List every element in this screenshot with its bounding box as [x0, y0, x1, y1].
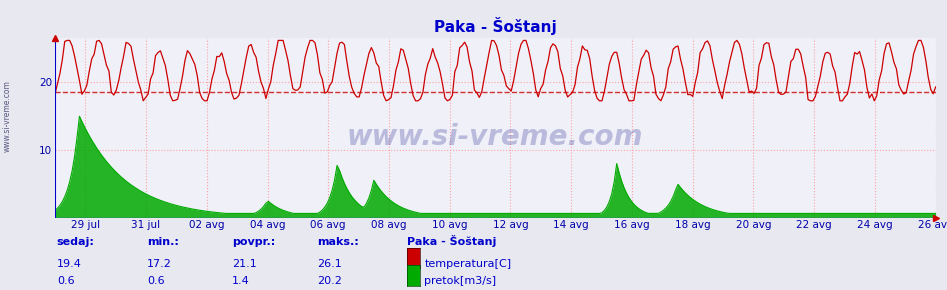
Text: 19.4: 19.4 — [57, 259, 81, 269]
Text: Paka - Šoštanj: Paka - Šoštanj — [407, 235, 496, 247]
Text: min.:: min.: — [147, 237, 179, 247]
Text: maks.:: maks.: — [317, 237, 359, 247]
Text: 21.1: 21.1 — [232, 259, 257, 269]
Text: www.si-vreme.com: www.si-vreme.com — [3, 80, 12, 152]
Text: povpr.:: povpr.: — [232, 237, 276, 247]
Text: pretok[m3/s]: pretok[m3/s] — [424, 276, 496, 286]
Text: temperatura[C]: temperatura[C] — [424, 259, 511, 269]
Text: 20.2: 20.2 — [317, 276, 342, 286]
Text: 0.6: 0.6 — [57, 276, 75, 286]
Text: 17.2: 17.2 — [147, 259, 171, 269]
Text: 1.4: 1.4 — [232, 276, 250, 286]
Text: 0.6: 0.6 — [147, 276, 165, 286]
Text: sedaj:: sedaj: — [57, 237, 95, 247]
Text: www.si-vreme.com: www.si-vreme.com — [347, 123, 644, 151]
Text: 26.1: 26.1 — [317, 259, 342, 269]
Title: Paka - Šoštanj: Paka - Šoštanj — [434, 17, 557, 35]
